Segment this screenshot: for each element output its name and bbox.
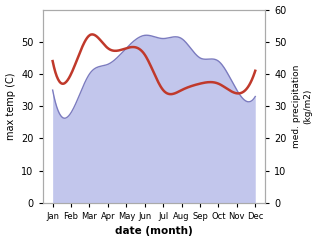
X-axis label: date (month): date (month)	[115, 227, 193, 236]
Y-axis label: med. precipitation
(kg/m2): med. precipitation (kg/m2)	[292, 65, 313, 148]
Y-axis label: max temp (C): max temp (C)	[5, 72, 16, 140]
